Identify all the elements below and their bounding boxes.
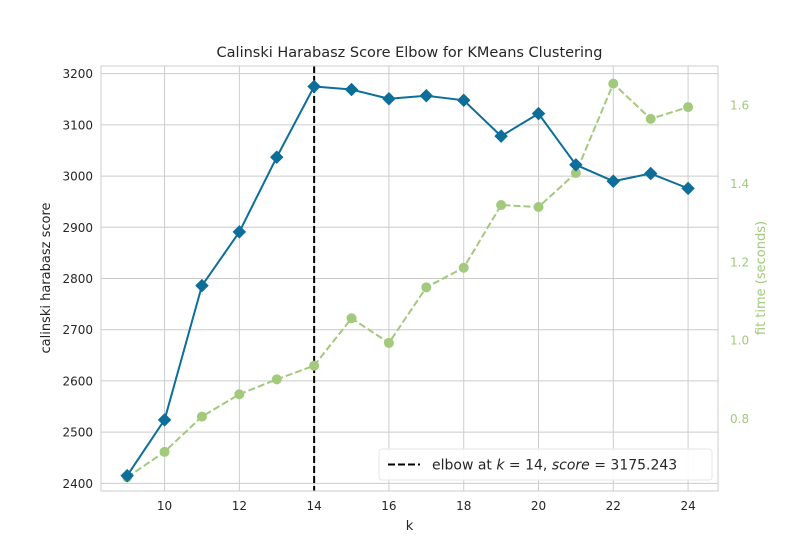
- score-point: [232, 225, 247, 239]
- fit-time-point: [383, 337, 394, 348]
- y2-tick-labels: 0.8 1.0 1.2 1.4 1.6: [730, 99, 749, 426]
- y-tick-label: 2400: [62, 477, 93, 491]
- score-point: [344, 82, 359, 97]
- score-series: [120, 79, 695, 483]
- fit-time-point: [458, 262, 469, 273]
- score-point: [606, 174, 621, 189]
- fit-time-point: [608, 78, 619, 89]
- fit-time-point: [159, 446, 170, 457]
- score-point: [569, 157, 583, 172]
- score-point: [195, 278, 209, 293]
- x-tick-label: 18: [456, 499, 471, 513]
- score-point: [681, 181, 695, 196]
- fit-time-point: [683, 102, 694, 113]
- y2-tick-label: 1.6: [730, 99, 749, 113]
- fit-time-point: [496, 200, 507, 211]
- score-point: [382, 91, 396, 106]
- x-tick-label: 14: [307, 499, 322, 513]
- series-layer: [120, 78, 695, 483]
- legend-prefix: elbow at: [432, 458, 496, 474]
- y-tick-label: 2600: [62, 374, 93, 388]
- y-tick-label: 2800: [62, 272, 93, 286]
- fit-time-point: [645, 113, 656, 124]
- y2-axis-title: fit time (seconds): [754, 221, 769, 335]
- y-tick-label: 2500: [62, 426, 93, 440]
- legend: elbow at k = 14, score = 3175.243: [378, 448, 713, 481]
- legend-elbow-label: elbow at k = 14, score = 3175.243: [432, 458, 677, 474]
- legend-k-symbol: k: [496, 458, 505, 474]
- chart-title: Calinski Harabasz Score Elbow for KMeans…: [217, 45, 603, 61]
- score-point: [419, 88, 434, 103]
- y-axis-title: calinski harabasz score: [39, 202, 54, 353]
- y2-tick-label: 1.2: [730, 255, 749, 269]
- legend-box: [378, 448, 713, 481]
- fit-time-point: [421, 282, 432, 293]
- y-tick-label: 2900: [62, 221, 93, 235]
- x-tick-label: 22: [606, 499, 621, 513]
- x-tick-label: 24: [680, 499, 695, 513]
- fit-time-point: [533, 202, 544, 213]
- y2-tick-label: 1.0: [730, 334, 749, 348]
- y-tick-labels: 2400 2500 2600 2700 2800 2900 3000 3100 3200: [62, 67, 93, 491]
- fit-time-point: [196, 411, 207, 422]
- y-tick-label: 3000: [62, 170, 93, 184]
- legend-score-value: = 3175.243: [590, 458, 677, 474]
- score-point: [269, 150, 284, 164]
- y-tick-label: 2700: [62, 323, 93, 337]
- legend-k-value: = 14,: [504, 458, 551, 474]
- fit-time-point: [309, 360, 320, 371]
- x-axis-title: k: [406, 519, 414, 534]
- x-tick-label: 12: [232, 499, 247, 513]
- score-point: [120, 468, 135, 483]
- score-point: [494, 129, 508, 144]
- y-tick-label: 3100: [62, 118, 93, 132]
- score-point: [643, 166, 658, 181]
- score-point: [157, 412, 172, 427]
- x-tick-labels: 10 12 14 16 18 20 22 24: [157, 499, 696, 513]
- legend-score-symbol: score: [552, 458, 590, 474]
- fit-time-point: [346, 313, 357, 324]
- x-tick-label: 10: [157, 499, 172, 513]
- y-tick-label: 3200: [62, 67, 93, 81]
- score-line: [126, 85, 689, 477]
- plot-frame: [100, 65, 719, 492]
- x-tick-label: 16: [381, 499, 396, 513]
- score-point: [456, 93, 471, 108]
- fit-time-point: [234, 389, 245, 400]
- fit-time-line: [126, 82, 689, 479]
- fit-time-point: [570, 167, 581, 178]
- score-point: [531, 106, 546, 121]
- x-tick-label: 20: [531, 499, 546, 513]
- y2-tick-label: 1.4: [730, 177, 749, 191]
- y2-tick-label: 0.8: [730, 412, 749, 426]
- fit-time-point: [271, 374, 282, 385]
- score-point: [307, 79, 321, 94]
